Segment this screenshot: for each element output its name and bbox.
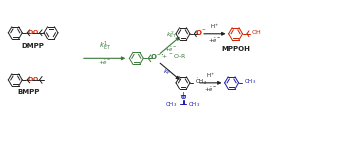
Text: O: O (33, 77, 38, 82)
Text: O: O (150, 54, 156, 60)
Text: CH$_3$: CH$_3$ (244, 77, 256, 86)
Text: $+\bar{e}^-$: $+\bar{e}^-$ (164, 46, 177, 54)
Text: MPPOH: MPPOH (221, 46, 250, 52)
Text: $+\bar{e}^-$: $+\bar{e}^-$ (98, 59, 111, 67)
Text: $+\bar{e}^-$: $+\bar{e}^-$ (204, 86, 217, 94)
Text: O: O (28, 77, 33, 82)
Text: $k_\beta$: $k_\beta$ (163, 68, 172, 78)
Text: $^{-\bullet}$: $^{-\bullet}$ (156, 53, 165, 58)
Text: BMPP: BMPP (17, 89, 39, 95)
Text: $+$: $+$ (179, 90, 187, 100)
Text: $^{-}$: $^{-}$ (201, 28, 207, 33)
Text: H$^+$: H$^+$ (206, 71, 216, 80)
Text: $+\bar{e}^-$: $+\bar{e}^-$ (208, 37, 221, 45)
Text: CH$_3$: CH$_3$ (189, 100, 201, 109)
Text: $+\;^-$O-R: $+\;^-$O-R (161, 52, 187, 60)
Text: OH: OH (252, 30, 262, 35)
Text: $\dot{\mathrm{C}}$H$_2$: $\dot{\mathrm{C}}$H$_2$ (195, 76, 207, 87)
Text: O: O (28, 30, 33, 35)
Text: O: O (181, 95, 186, 100)
Text: O: O (196, 30, 202, 36)
Text: O: O (33, 30, 38, 35)
Text: $k^2_\mathrm{ET}$: $k^2_\mathrm{ET}$ (166, 29, 177, 40)
Text: CH$_3$: CH$_3$ (165, 100, 177, 109)
Text: DMPP: DMPP (22, 43, 45, 49)
Text: $k^1_\mathrm{ET}$: $k^1_\mathrm{ET}$ (98, 40, 111, 53)
Text: H$^+$: H$^+$ (210, 22, 220, 31)
